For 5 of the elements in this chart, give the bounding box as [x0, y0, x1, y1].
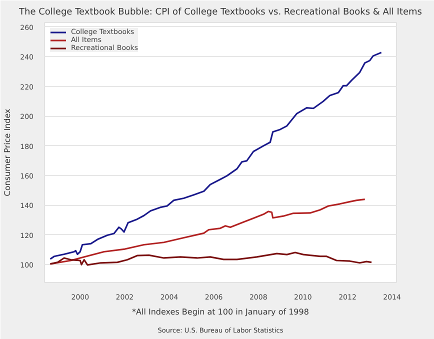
- x-axis-title: *All Indexes Begin at 100 in January of 1998: [132, 308, 309, 316]
- y-axis-title: Consumer Price Index: [3, 108, 12, 196]
- line-series: [49, 252, 372, 266]
- line-series: [49, 52, 382, 260]
- chart-title: The College Textbook Bubble: CPI of College Textbooks vs. Recreational Books & All Items: [18, 8, 422, 18]
